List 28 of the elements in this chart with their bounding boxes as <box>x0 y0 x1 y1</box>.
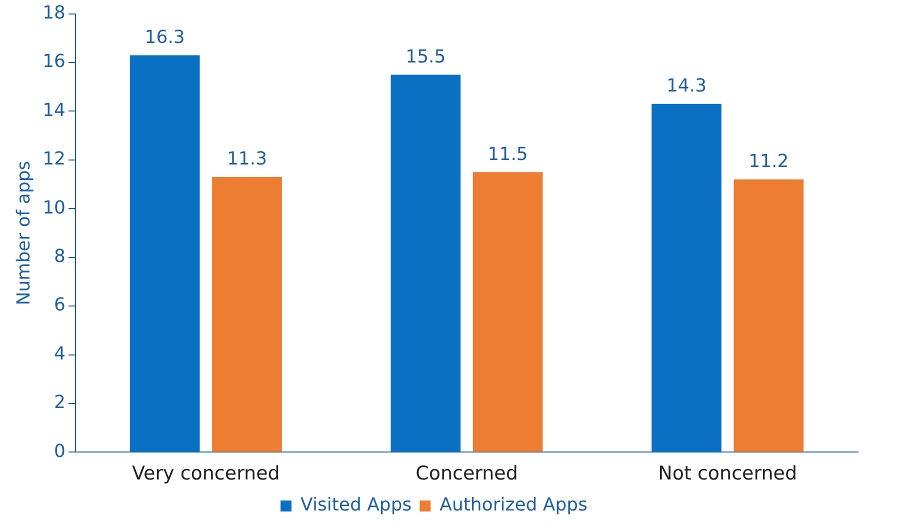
y-tick-label: 6 <box>54 294 66 316</box>
y-tick-label: 16 <box>42 51 66 72</box>
bar <box>390 74 461 452</box>
y-tick-label: 8 <box>54 246 66 268</box>
y-tick-label: 0 <box>54 440 66 462</box>
data-label: 11.2 <box>748 151 789 172</box>
data-label: 15.5 <box>406 46 446 68</box>
bar <box>652 104 722 452</box>
y-tick-label: 10 <box>42 197 66 218</box>
x-tick-label: Concerned <box>416 462 518 485</box>
y-axis-title: Number of apps <box>13 160 34 306</box>
data-label: 11.5 <box>488 144 528 165</box>
x-tick-label: Very concerned <box>132 462 280 485</box>
y-tick-label: 2 <box>54 392 66 414</box>
y-tick-label: 4 <box>54 343 66 364</box>
legend-label: Authorized Apps <box>440 494 588 516</box>
bar <box>212 176 282 452</box>
data-label: 11.3 <box>226 148 268 170</box>
y-tick-label: 14 <box>42 100 66 121</box>
bar <box>734 179 804 452</box>
legend-label: Visited Apps <box>300 494 412 516</box>
bar <box>472 172 543 452</box>
y-tick-label: 18 <box>42 2 66 24</box>
bar <box>130 55 200 452</box>
data-label: 16.3 <box>144 26 185 48</box>
data-label: 14.3 <box>666 76 707 97</box>
x-tick-label: Not concerned <box>658 462 798 485</box>
y-tick-label: 12 <box>42 148 66 170</box>
